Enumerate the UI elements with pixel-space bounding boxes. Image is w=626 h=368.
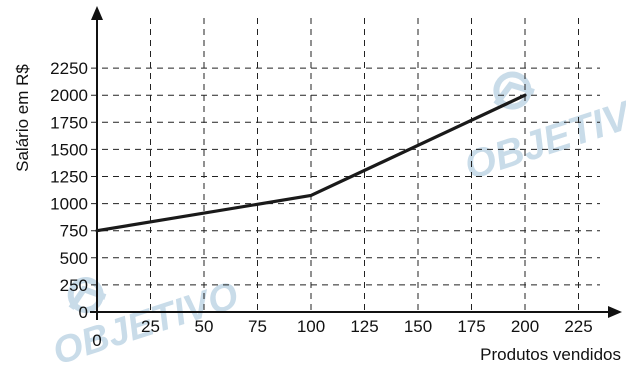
x-tick-label-175: 175: [457, 317, 485, 336]
x-axis-arrow: [608, 306, 622, 318]
x-tick-label-75: 75: [248, 317, 267, 336]
x-axis-title: Produtos vendidos: [480, 345, 621, 364]
x-tick-label-225: 225: [564, 317, 592, 336]
y-tick-label-1750: 1750: [50, 113, 88, 132]
x-tick-label-0: 0: [92, 331, 101, 350]
y-tick-label-1000: 1000: [50, 195, 88, 214]
grid: [91, 18, 626, 312]
y-tick-label-250: 250: [60, 276, 88, 295]
y-tick-label-1250: 1250: [50, 168, 88, 187]
x-tick-label-100: 100: [297, 317, 325, 336]
x-tick-label-200: 200: [511, 317, 539, 336]
x-tick-label-125: 125: [350, 317, 378, 336]
y-axis-title: Salário em R$: [13, 64, 32, 172]
x-tick-label-50: 50: [195, 317, 214, 336]
x-tick-label-25: 25: [141, 317, 160, 336]
y-tick-label-750: 750: [60, 222, 88, 241]
y-tick-label-2250: 2250: [50, 59, 88, 78]
y-tick-label-500: 500: [60, 249, 88, 268]
x-tick-label-150: 150: [404, 317, 432, 336]
y-axis-arrow: [91, 6, 103, 20]
watermark-top-right: OBJETIVO: [443, 34, 626, 189]
y-tick-label-2000: 2000: [50, 86, 88, 105]
y-tick-label-0: 0: [79, 303, 88, 322]
watermark-text-1: OBJETIVO: [459, 84, 626, 188]
y-tick-label-1500: 1500: [50, 140, 88, 159]
